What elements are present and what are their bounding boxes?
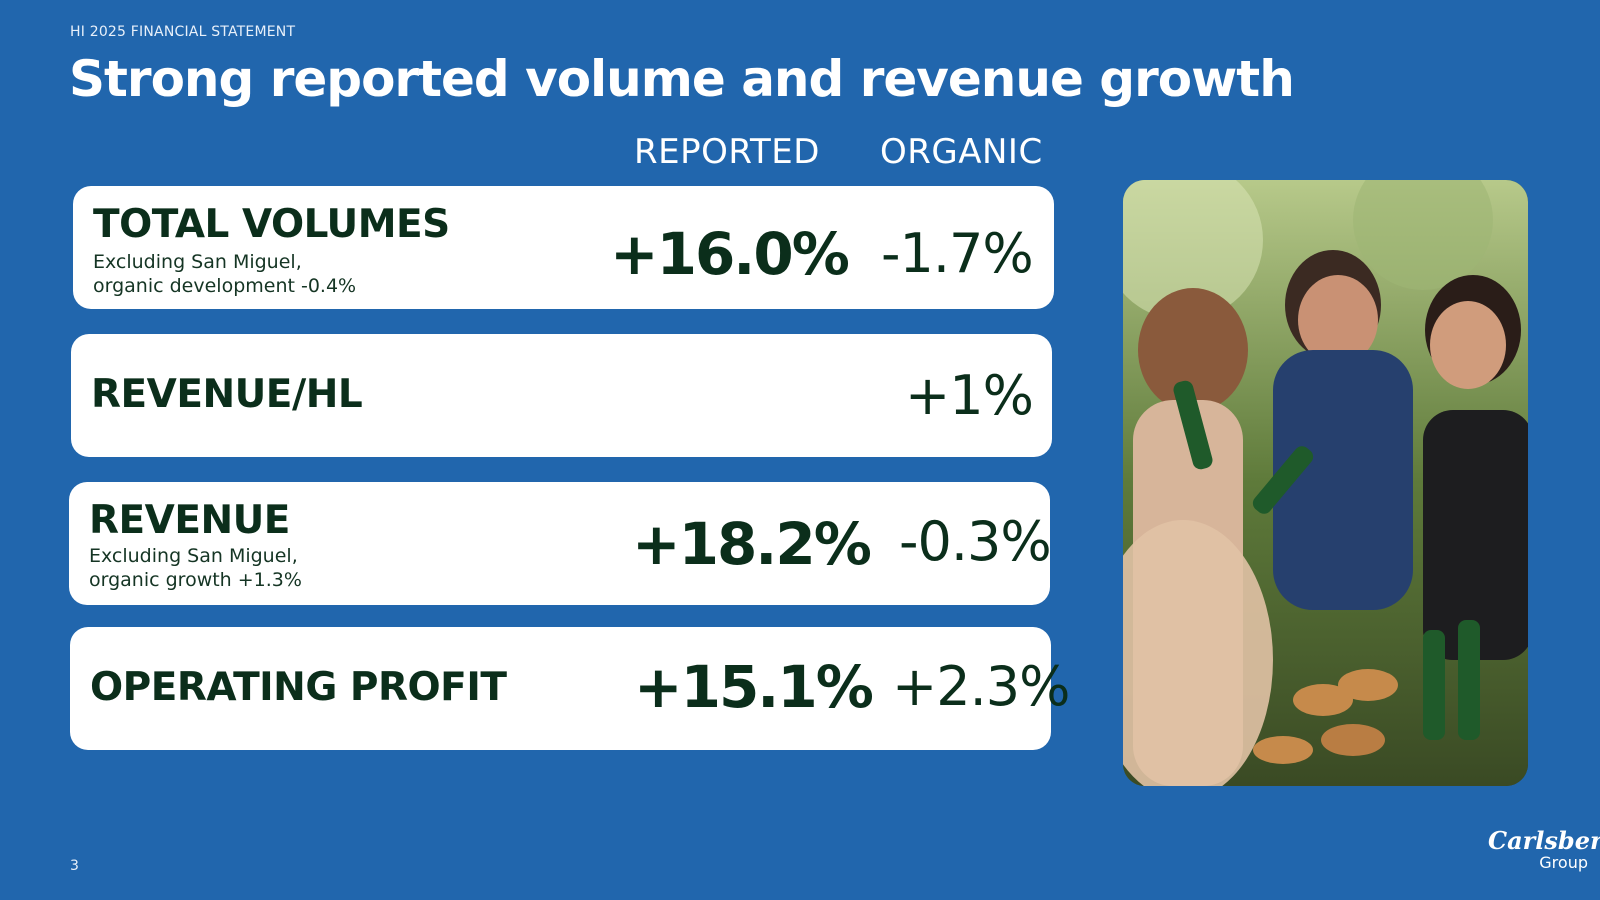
photo-illustration [1123,180,1528,786]
column-header-organic: ORGANIC [880,132,1043,172]
page-number: 3 [70,858,79,874]
column-header-reported: REPORTED [634,132,820,172]
metric-card-operating-profit: OPERATING PROFIT +15.1% +2.3% [70,627,1070,750]
metric-note: Excluding San Miguel, organic growth +1.… [89,544,302,592]
metric-note-line: organic growth +1.3% [89,569,302,591]
metric-label: REVENUE/HL [91,372,363,417]
organic-value: +1% [905,364,1034,427]
metric-card-revenue-per-hl: REVENUE/HL +1% [71,334,1052,457]
organic-value: -1.7% [881,222,1034,285]
metric-label: OPERATING PROFIT [90,665,507,710]
people-drinking-beer-photo [1123,180,1528,786]
metric-label: TOTAL VOLUMES [93,202,450,247]
metric-note: Excluding San Miguel, organic developmen… [93,250,356,298]
reported-value: +16.0% [610,220,850,288]
logo-brand: Carlsberg [1488,826,1600,855]
metric-card-revenue: REVENUE Excluding San Miguel, organic gr… [69,482,1052,605]
organic-value: -0.3% [899,510,1052,573]
metric-note-line: Excluding San Miguel, [93,251,302,273]
page-title: Strong reported volume and revenue growt… [69,50,1295,108]
reported-value: +15.1% [634,653,874,721]
metric-card-total-volumes: TOTAL VOLUMES Excluding San Miguel, orga… [73,186,1054,309]
logo-group: Group [1539,853,1588,872]
organic-value: +2.3% [892,655,1070,718]
carlsberg-logo: Carlsberg Group [1488,826,1600,872]
metric-label: REVENUE [89,498,290,543]
reported-value: +18.2% [632,510,872,578]
metric-note-line: organic development -0.4% [93,275,357,297]
metric-note-line: Excluding San Miguel, [89,545,298,567]
kicker: HI 2025 FINANCIAL STATEMENT [70,24,296,40]
